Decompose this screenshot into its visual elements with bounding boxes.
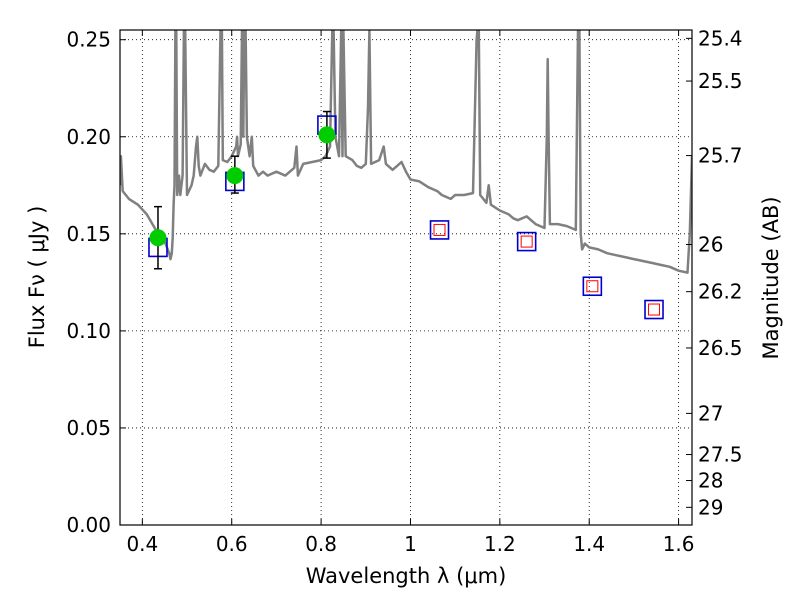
plot-frame <box>119 29 693 526</box>
y-tick-label: 0.00 <box>66 513 111 537</box>
x-axis-label: Wavelength λ (μm) <box>306 564 507 588</box>
observed-point <box>226 167 244 185</box>
y-tick-label: 0.20 <box>66 125 111 149</box>
model-flux-square <box>582 276 603 297</box>
model-spectrum-line <box>120 30 692 274</box>
model-flux-square <box>516 231 537 252</box>
upper-limit-square <box>433 223 446 236</box>
y-tick-label: 0.25 <box>66 28 111 52</box>
model-flux-square <box>429 220 450 240</box>
right-tick-label: 28 <box>698 469 723 493</box>
observed-point <box>149 229 167 247</box>
right-tick-label: 27 <box>698 401 723 425</box>
x-tick-label: 0.6 <box>216 532 248 556</box>
right-tick-label: 29 <box>698 495 723 519</box>
y-tick-label: 0.15 <box>66 222 111 246</box>
y-tick-label: 0.05 <box>66 416 111 440</box>
plot-area <box>120 30 692 274</box>
x-tick-label: 1.6 <box>663 532 695 556</box>
right-tick-label: 26.2 <box>698 280 743 304</box>
right-tick-label: 27.5 <box>698 443 743 467</box>
upper-limit-square <box>520 235 533 248</box>
observed-point <box>318 126 336 144</box>
upper-limit-square <box>648 303 661 316</box>
right-tick-label: 25.5 <box>698 69 743 93</box>
axis-ticks: 0.4 0.6 0.8 1 1.2 1.4 1.6 0.00 0.05 0.10 0.15 0.20 0… <box>66 26 742 556</box>
x-tick-label: 1.2 <box>484 532 516 556</box>
right-tick-label: 25.4 <box>698 26 743 50</box>
marker-layer <box>148 110 664 320</box>
y-axis-label: Flux Fν ( μJy ) <box>25 206 49 349</box>
right-tick-label: 25.7 <box>698 144 743 168</box>
x-tick-label: 0.4 <box>126 532 158 556</box>
right-tick-label: 26 <box>698 233 723 257</box>
upper-limit-square <box>586 280 599 293</box>
x-tick-label: 1.4 <box>573 532 605 556</box>
right-axis-label: Magnitude (AB) <box>759 196 783 359</box>
y-tick-label: 0.10 <box>66 319 111 343</box>
gridlines <box>120 30 692 526</box>
x-tick-label: 1 <box>404 532 417 556</box>
right-tick-label: 26.5 <box>698 336 743 360</box>
model-flux-square <box>644 299 664 320</box>
x-tick-label: 0.8 <box>305 532 337 556</box>
